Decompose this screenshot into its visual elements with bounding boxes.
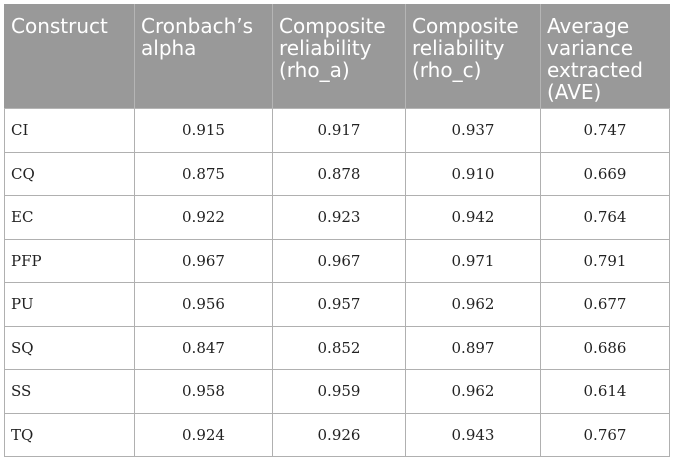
- table-row: SS 0.958 0.959 0.962 0.614: [4, 369, 670, 414]
- value-cell: 0.767: [540, 412, 670, 457]
- header-composite-reliability-rho-c: Composite reliability (rho_c): [405, 4, 541, 109]
- construct-cell: SQ: [4, 325, 135, 370]
- value-cell: 0.937: [405, 108, 541, 153]
- header-average-variance-extracted: Average variance extracted (AVE): [540, 4, 670, 109]
- value-cell: 0.897: [405, 325, 541, 370]
- header-construct: Construct: [4, 4, 135, 109]
- reliability-table-container: Construct Cronbach’s alpha Composite rel…: [4, 4, 670, 457]
- value-cell: 0.957: [272, 282, 406, 327]
- value-cell: 0.926: [272, 412, 406, 457]
- value-cell: 0.669: [540, 151, 670, 196]
- value-cell: 0.910: [405, 151, 541, 196]
- header-cronbachs-alpha: Cronbach’s alpha: [134, 4, 273, 109]
- construct-cell: SS: [4, 369, 135, 414]
- table-row: SQ 0.847 0.852 0.897 0.686: [4, 325, 670, 370]
- value-cell: 0.915: [134, 108, 273, 153]
- value-cell: 0.967: [134, 238, 273, 283]
- value-cell: 0.852: [272, 325, 406, 370]
- value-cell: 0.875: [134, 151, 273, 196]
- table-header-row: Construct Cronbach’s alpha Composite rel…: [4, 4, 670, 109]
- construct-cell: PFP: [4, 238, 135, 283]
- construct-cell: EC: [4, 195, 135, 240]
- value-cell: 0.791: [540, 238, 670, 283]
- value-cell: 0.677: [540, 282, 670, 327]
- table-row: PFP 0.967 0.967 0.971 0.791: [4, 238, 670, 283]
- table-row: PU 0.956 0.957 0.962 0.677: [4, 282, 670, 327]
- value-cell: 0.686: [540, 325, 670, 370]
- value-cell: 0.956: [134, 282, 273, 327]
- value-cell: 0.943: [405, 412, 541, 457]
- value-cell: 0.962: [405, 369, 541, 414]
- value-cell: 0.924: [134, 412, 273, 457]
- table-row: EC 0.922 0.923 0.942 0.764: [4, 195, 670, 240]
- header-composite-reliability-rho-a: Composite reliability (rho_a): [272, 4, 406, 109]
- table-row: CQ 0.875 0.878 0.910 0.669: [4, 151, 670, 196]
- reliability-table: Construct Cronbach’s alpha Composite rel…: [4, 4, 670, 457]
- value-cell: 0.971: [405, 238, 541, 283]
- value-cell: 0.959: [272, 369, 406, 414]
- value-cell: 0.967: [272, 238, 406, 283]
- construct-cell: TQ: [4, 412, 135, 457]
- table-row: CI 0.915 0.917 0.937 0.747: [4, 108, 670, 153]
- construct-cell: CQ: [4, 151, 135, 196]
- value-cell: 0.917: [272, 108, 406, 153]
- table-row: TQ 0.924 0.926 0.943 0.767: [4, 412, 670, 457]
- construct-cell: PU: [4, 282, 135, 327]
- value-cell: 0.878: [272, 151, 406, 196]
- value-cell: 0.962: [405, 282, 541, 327]
- value-cell: 0.747: [540, 108, 670, 153]
- value-cell: 0.764: [540, 195, 670, 240]
- value-cell: 0.922: [134, 195, 273, 240]
- value-cell: 0.847: [134, 325, 273, 370]
- construct-cell: CI: [4, 108, 135, 153]
- value-cell: 0.942: [405, 195, 541, 240]
- value-cell: 0.923: [272, 195, 406, 240]
- value-cell: 0.614: [540, 369, 670, 414]
- value-cell: 0.958: [134, 369, 273, 414]
